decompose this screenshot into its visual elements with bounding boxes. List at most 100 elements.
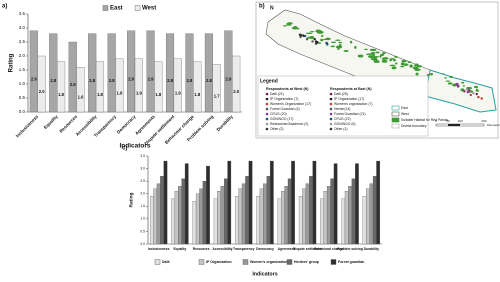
bar	[212, 64, 221, 113]
legend-label: Suitable Habitat for Red Panda	[401, 118, 448, 122]
legend-swatch	[391, 123, 400, 129]
legend-marker	[329, 122, 333, 126]
value-label: 2.0	[39, 89, 45, 94]
legend-marker	[329, 127, 333, 131]
y-tick-label: 3.0	[19, 25, 26, 30]
legend-label: Dalit (21)	[270, 92, 284, 96]
value-label: 1.9	[117, 91, 123, 96]
bar	[238, 188, 243, 245]
habitat-patch	[449, 75, 453, 78]
legend-label: District boundary	[401, 124, 427, 128]
respondent-marker	[305, 37, 309, 41]
habitat-patch	[390, 57, 395, 60]
legend-label: Women's organization	[250, 260, 287, 264]
bar	[277, 198, 282, 245]
legend-swatch	[391, 117, 400, 123]
x-tick-label: Durability	[364, 247, 379, 251]
bar	[156, 183, 161, 245]
bar	[149, 196, 154, 245]
bar	[224, 178, 228, 245]
panel-label: c)	[122, 146, 127, 152]
y-tick-label: 0.0	[140, 242, 145, 246]
x-tick-label: Inclusiveness	[15, 114, 40, 139]
habitat-patch	[282, 25, 288, 27]
habitat-patch	[364, 48, 368, 51]
habitat-patch	[337, 48, 340, 51]
habitat-patch	[370, 52, 376, 56]
habitat-patch	[462, 85, 466, 87]
habitat-patch	[373, 60, 380, 63]
legend-label: East	[110, 6, 123, 12]
x-tick-label: Equality	[43, 114, 59, 130]
x-tick-label: Durability	[216, 114, 235, 133]
bar	[76, 67, 85, 113]
bar	[160, 175, 164, 245]
y-tick-label: 2.0	[140, 192, 145, 196]
scale-label: 0	[435, 119, 437, 123]
bar	[49, 33, 58, 113]
habitat-patch	[293, 26, 298, 30]
legend-box	[257, 75, 429, 137]
habitat-patch	[286, 22, 289, 25]
habitat-patch	[372, 59, 378, 61]
habitat-patch	[320, 38, 324, 42]
bar	[193, 61, 202, 113]
habitat-patch	[414, 64, 420, 67]
scale-label: 50	[446, 119, 450, 123]
habitat-layer	[282, 22, 483, 100]
habitat-patch	[338, 43, 342, 47]
bar	[37, 55, 46, 113]
respondent-marker	[477, 95, 480, 99]
respondent-marker	[480, 97, 483, 100]
habitat-patch	[310, 30, 315, 33]
habitat-patch	[338, 41, 343, 44]
legend-marker	[329, 92, 333, 96]
bar	[107, 33, 116, 113]
bar	[241, 183, 246, 245]
value-label: 1.8	[194, 92, 200, 97]
bar	[224, 30, 233, 113]
bar	[333, 163, 338, 245]
y-tick-label: 1.5	[140, 204, 145, 208]
bar	[173, 58, 182, 113]
y-tick-label: 3.0	[140, 166, 145, 170]
north-arrow: N	[270, 5, 274, 11]
habitat-patch	[309, 35, 315, 40]
y-tick-label: 1.5	[19, 67, 26, 72]
bar	[281, 191, 285, 245]
legend-label: Dalit (25)	[334, 92, 348, 96]
bar	[362, 196, 367, 245]
legend-label: Forest Guardian (4)	[270, 107, 300, 111]
bar	[256, 196, 261, 245]
legend-label: Herders' group	[294, 260, 319, 264]
x-tick-label: Agreement	[278, 247, 296, 251]
bar	[263, 183, 267, 245]
respondent-marker	[314, 40, 318, 43]
habitat-patch	[389, 64, 396, 67]
x-tick-label: Behavioral change	[314, 247, 343, 251]
x-tick-label: Resources	[58, 114, 78, 134]
y-tick-label: 0.5	[19, 95, 26, 100]
legend-marker	[265, 112, 269, 116]
country-east	[424, 69, 497, 113]
bar	[217, 191, 221, 245]
legend-swatch	[242, 259, 249, 265]
y-tick-label: 1.0	[19, 81, 26, 86]
bar	[165, 33, 175, 113]
habitat-patch	[349, 40, 353, 44]
legend-marker	[329, 117, 333, 121]
legend-label: Herder(14)	[334, 107, 350, 111]
habitat-patch	[415, 72, 419, 76]
respondent-marker	[472, 92, 475, 95]
bar	[284, 186, 289, 245]
habitat-patch	[400, 65, 405, 68]
bar	[153, 188, 158, 245]
habitat-patch	[321, 34, 324, 38]
legend-swatch	[391, 111, 400, 117]
value-label: 2.8	[187, 78, 193, 83]
bar	[298, 196, 303, 245]
bar	[269, 160, 274, 245]
legend-marker	[265, 102, 269, 106]
habitat-patch	[407, 61, 411, 63]
